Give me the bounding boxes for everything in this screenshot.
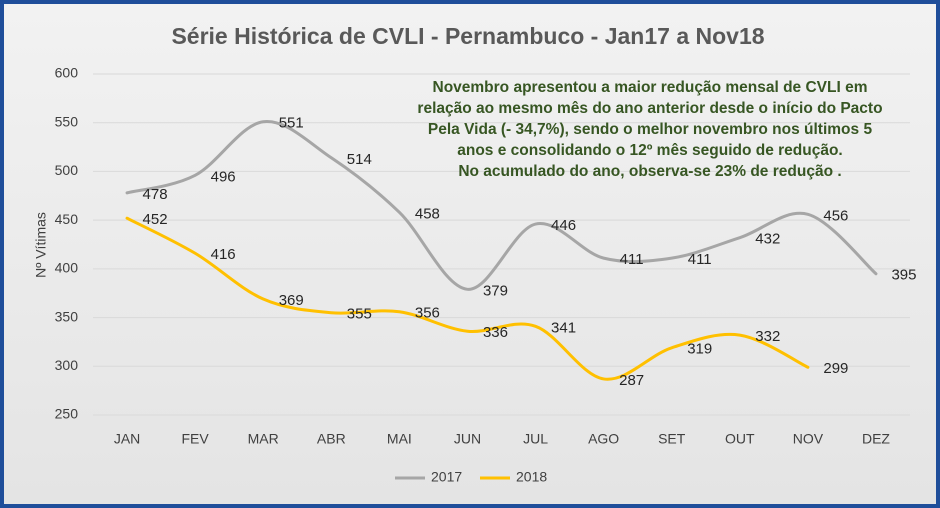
data-label: 319 bbox=[687, 341, 712, 358]
data-label: 514 bbox=[347, 151, 372, 168]
x-tick-label: JAN bbox=[114, 431, 140, 447]
data-label: 356 bbox=[415, 305, 440, 322]
y-axis-label: Nº Vítimas bbox=[33, 212, 49, 278]
data-label: 452 bbox=[143, 211, 168, 228]
annotation: Pela Vida (- 34,7%), sendo o melhor nove… bbox=[428, 121, 873, 138]
data-label: 456 bbox=[823, 207, 848, 224]
annotation: No acumulado do ano, observa-se 23% de r… bbox=[458, 163, 841, 180]
y-tick-label: 300 bbox=[55, 357, 79, 373]
data-label: 416 bbox=[211, 246, 236, 263]
x-tick-label: OUT bbox=[725, 431, 755, 447]
data-label: 478 bbox=[143, 186, 168, 203]
y-tick-label: 500 bbox=[55, 162, 79, 178]
data-label: 341 bbox=[551, 319, 576, 336]
data-label: 355 bbox=[347, 306, 372, 323]
annotation: relação ao mesmo mês do ano anterior des… bbox=[417, 100, 882, 117]
line bbox=[125, 216, 810, 381]
x-tick-label: NOV bbox=[793, 431, 824, 447]
x-tick-label: FEV bbox=[182, 431, 210, 447]
data-label: 379 bbox=[483, 282, 508, 299]
annotation: Novembro apresentou a maior redução mens… bbox=[433, 79, 868, 96]
x-tick-label: ABR bbox=[317, 431, 346, 447]
y-tick-label: 450 bbox=[55, 211, 79, 227]
data-label: 551 bbox=[279, 115, 304, 132]
x-tick-label: JUL bbox=[523, 431, 548, 447]
x-tick-label: AGO bbox=[588, 431, 619, 447]
y-tick-label: 350 bbox=[55, 308, 79, 324]
data-label: 395 bbox=[891, 267, 916, 284]
x-tick-label: MAI bbox=[387, 431, 412, 447]
line bbox=[125, 120, 878, 291]
data-label: 446 bbox=[551, 217, 576, 234]
x-tick-label: MAR bbox=[248, 431, 279, 447]
y-tick-label: 600 bbox=[55, 65, 79, 81]
legend-label: 2018 bbox=[516, 469, 547, 485]
y-tick-label: 550 bbox=[55, 113, 79, 129]
x-tick-label: JUN bbox=[454, 431, 481, 447]
data-label: 496 bbox=[211, 168, 236, 185]
y-tick-label: 250 bbox=[55, 406, 79, 422]
data-label: 458 bbox=[415, 205, 440, 222]
data-label: 411 bbox=[688, 251, 712, 268]
x-tick-label: SET bbox=[658, 431, 686, 447]
data-label: 332 bbox=[755, 328, 780, 345]
data-label: 299 bbox=[823, 360, 848, 377]
data-label: 411 bbox=[620, 251, 644, 268]
x-tick-label: DEZ bbox=[862, 431, 890, 447]
data-label: 369 bbox=[279, 292, 304, 309]
legend-label: 2017 bbox=[431, 469, 462, 485]
data-label: 432 bbox=[755, 231, 780, 248]
y-tick-label: 400 bbox=[55, 260, 79, 276]
chart-title: Série Histórica de CVLI - Pernambuco - J… bbox=[171, 23, 764, 49]
data-label: 336 bbox=[483, 324, 508, 341]
data-label: 287 bbox=[619, 372, 644, 389]
annotation: anos e consolidando o 12º mês seguido de… bbox=[457, 142, 843, 159]
